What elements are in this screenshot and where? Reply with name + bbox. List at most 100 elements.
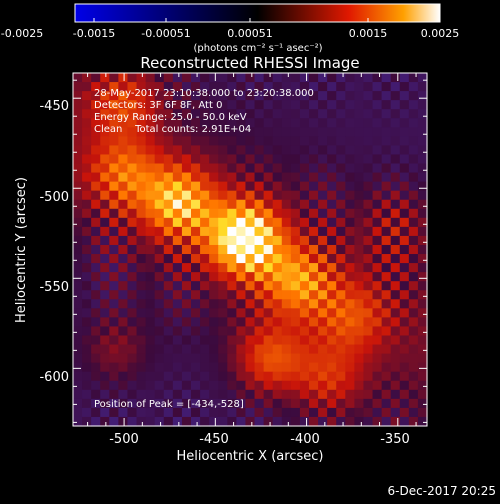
heatmap-cell [91, 407, 101, 418]
heatmap-cell [109, 154, 119, 165]
heatmap-cell [399, 244, 410, 255]
heatmap-cell [336, 380, 346, 391]
heatmap-cell [227, 407, 237, 418]
heatmap-cell [281, 389, 292, 400]
heatmap-cell [245, 235, 256, 246]
heatmap-cell [363, 416, 374, 427]
footer-date: 6-Dec-2017 20:25 [388, 484, 496, 498]
heatmap-cell [191, 353, 201, 364]
heatmap-cell [200, 272, 210, 282]
heatmap-cell [390, 281, 401, 291]
heatmap-cell [236, 254, 247, 264]
heatmap-cell [254, 281, 265, 291]
heatmap-cell [172, 154, 183, 165]
heatmap-cell [390, 109, 401, 119]
heatmap-cell [417, 308, 428, 318]
heatmap-cell [172, 335, 183, 346]
heatmap-cell [145, 290, 156, 300]
heatmap-cell [209, 208, 219, 219]
heatmap-cell [399, 335, 410, 346]
heatmap-cell [354, 389, 365, 400]
heatmap-cell [372, 389, 383, 400]
heatmap-cell [100, 362, 110, 373]
plot-title: Reconstructed RHESSI Image [140, 54, 359, 72]
heatmap-cell [345, 362, 355, 373]
heatmap-cell [127, 317, 138, 328]
heatmap-cell [263, 398, 274, 409]
colorbar-tick-label: -0.0015 [73, 27, 115, 40]
heatmap-cell [200, 91, 210, 101]
heatmap-cell [191, 272, 201, 282]
heatmap-cell [281, 263, 292, 273]
heatmap-cell [109, 281, 119, 291]
heatmap-cell [309, 308, 319, 318]
heatmap-cell [372, 398, 383, 409]
heatmap-cell [381, 154, 392, 165]
heatmap-cell [109, 235, 119, 246]
heatmap-cell [145, 407, 156, 418]
heatmap-cell [299, 217, 310, 228]
heatmap-cell [345, 272, 355, 282]
heatmap-cell [154, 100, 165, 110]
heatmap-cell [327, 263, 337, 273]
heatmap-cell [136, 100, 147, 110]
heatmap-cell [82, 91, 92, 101]
heatmap-cell [191, 254, 201, 264]
heatmap-cell [309, 235, 319, 246]
heatmap-cell [354, 380, 365, 391]
heatmap-cell [82, 244, 92, 255]
heatmap-cell [118, 344, 129, 355]
heatmap-cell [299, 380, 310, 391]
heatmap-cell [245, 335, 256, 346]
heatmap-cell [154, 235, 165, 246]
heatmap-cell [390, 145, 401, 156]
heatmap-cell [181, 308, 192, 318]
heatmap-cell [109, 100, 119, 110]
heatmap-cell [200, 181, 210, 192]
heatmap-cell [290, 389, 301, 400]
heatmap-cell [290, 299, 301, 309]
heatmap-cell [82, 290, 92, 300]
heatmap-cell [127, 244, 138, 255]
heatmap-cell [200, 371, 210, 382]
heatmap-cell [73, 136, 83, 147]
heatmap-cell [91, 136, 101, 147]
heatmap-cell [299, 154, 310, 165]
heatmap-cell [127, 398, 138, 409]
heatmap-cell [336, 389, 346, 400]
heatmap-cell [127, 362, 138, 373]
heatmap-cell [327, 290, 337, 300]
heatmap-cell [172, 91, 183, 101]
heatmap-cell [390, 254, 401, 264]
heatmap-cell [336, 254, 346, 264]
heatmap-cell [309, 371, 319, 382]
heatmap-cell [91, 272, 101, 282]
heatmap-cell [281, 344, 292, 355]
heatmap-cell [318, 190, 328, 201]
heatmap-cell [236, 127, 247, 137]
heatmap-cell [417, 254, 428, 264]
heatmap-cell [318, 254, 328, 264]
heatmap-cell [154, 299, 165, 309]
heatmap-cell [399, 344, 410, 355]
heatmap-cell [327, 190, 337, 201]
heatmap-cell [381, 389, 392, 400]
heatmap-cell [309, 389, 319, 400]
heatmap-cell [390, 172, 401, 183]
heatmap-cell [82, 154, 92, 165]
heatmap-cell [163, 362, 174, 373]
heatmap-cell [91, 398, 101, 409]
heatmap-cell [345, 326, 355, 337]
heatmap-cell [399, 407, 410, 418]
heatmap-cell [127, 100, 138, 110]
heatmap-cell [73, 407, 83, 418]
heatmap-cell [399, 82, 410, 92]
heatmap-cell [109, 145, 119, 156]
heatmap-cell [73, 190, 83, 201]
heatmap-cell [145, 145, 156, 156]
heatmap-cell [372, 254, 383, 264]
heatmap-cell [218, 398, 228, 409]
heatmap-cell [227, 91, 237, 101]
heatmap-cell [82, 398, 92, 409]
heatmap-cell [181, 181, 192, 192]
